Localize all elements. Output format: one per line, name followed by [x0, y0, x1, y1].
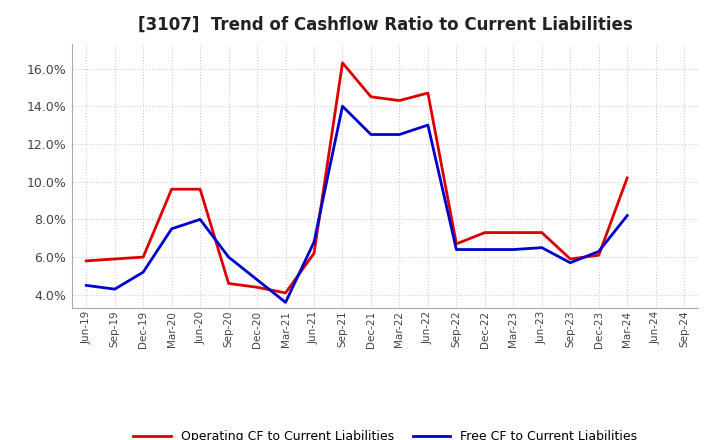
Free CF to Current Liabilities	[139, 270, 148, 275]
Free CF to Current Liabilities	[310, 239, 318, 245]
Operating CF to Current Liabilities	[310, 251, 318, 256]
Operating CF to Current Liabilities	[566, 257, 575, 262]
Operating CF to Current Liabilities	[480, 230, 489, 235]
Free CF to Current Liabilities	[366, 132, 375, 137]
Free CF to Current Liabilities	[480, 247, 489, 252]
Operating CF to Current Liabilities	[167, 187, 176, 192]
Operating CF to Current Liabilities	[366, 94, 375, 99]
Operating CF to Current Liabilities	[395, 98, 404, 103]
Free CF to Current Liabilities	[595, 249, 603, 254]
Free CF to Current Liabilities	[167, 226, 176, 231]
Operating CF to Current Liabilities	[623, 175, 631, 180]
Free CF to Current Liabilities	[110, 286, 119, 292]
Operating CF to Current Liabilities	[595, 253, 603, 258]
Operating CF to Current Liabilities	[196, 187, 204, 192]
Operating CF to Current Liabilities	[338, 60, 347, 66]
Operating CF to Current Liabilities	[110, 257, 119, 262]
Free CF to Current Liabilities	[282, 300, 290, 305]
Operating CF to Current Liabilities	[423, 90, 432, 95]
Free CF to Current Liabilities	[509, 247, 518, 252]
Operating CF to Current Liabilities	[509, 230, 518, 235]
Operating CF to Current Liabilities	[253, 285, 261, 290]
Free CF to Current Liabilities	[623, 213, 631, 218]
Free CF to Current Liabilities	[423, 122, 432, 128]
Free CF to Current Liabilities	[338, 103, 347, 109]
Free CF to Current Liabilities	[395, 132, 404, 137]
Free CF to Current Liabilities	[196, 217, 204, 222]
Free CF to Current Liabilities	[566, 260, 575, 265]
Operating CF to Current Liabilities	[139, 254, 148, 260]
Free CF to Current Liabilities	[253, 277, 261, 282]
Operating CF to Current Liabilities	[452, 241, 461, 246]
Free CF to Current Liabilities	[452, 247, 461, 252]
Operating CF to Current Liabilities	[282, 290, 290, 296]
Operating CF to Current Liabilities	[225, 281, 233, 286]
Line: Free CF to Current Liabilities: Free CF to Current Liabilities	[86, 106, 627, 302]
Line: Operating CF to Current Liabilities: Operating CF to Current Liabilities	[86, 63, 627, 293]
Free CF to Current Liabilities	[537, 245, 546, 250]
Free CF to Current Liabilities	[225, 254, 233, 260]
Legend: Operating CF to Current Liabilities, Free CF to Current Liabilities: Operating CF to Current Liabilities, Fre…	[128, 425, 642, 440]
Operating CF to Current Liabilities	[537, 230, 546, 235]
Free CF to Current Liabilities	[82, 283, 91, 288]
Title: [3107]  Trend of Cashflow Ratio to Current Liabilities: [3107] Trend of Cashflow Ratio to Curren…	[138, 16, 633, 34]
Operating CF to Current Liabilities	[82, 258, 91, 264]
